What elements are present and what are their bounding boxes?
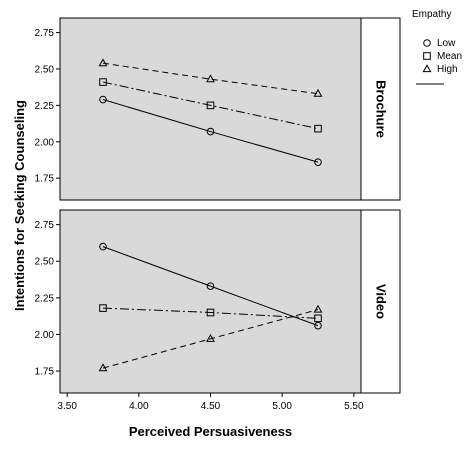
y-tick-label: 2.50 xyxy=(35,257,55,268)
series-line-high xyxy=(102,62,319,95)
circle-marker-low xyxy=(206,282,215,290)
legend-label-low: Low xyxy=(437,38,456,49)
series-line-low xyxy=(102,246,319,327)
series-line-low xyxy=(102,99,319,163)
brochure-strip xyxy=(360,17,401,201)
y-tick-label: 2.25 xyxy=(35,101,55,112)
triangle-marker-high xyxy=(313,88,323,97)
y-tick-label: 2.00 xyxy=(35,137,55,148)
square-marker-mean xyxy=(99,304,107,312)
triangle-marker-high xyxy=(206,334,215,342)
y-tick-label: 2.50 xyxy=(35,64,55,75)
series-line-mean xyxy=(102,81,319,130)
circle-marker-low xyxy=(206,127,215,136)
legend-triangle-marker xyxy=(422,64,432,73)
square-marker-mean xyxy=(206,101,215,110)
triangle-marker-high xyxy=(98,363,108,372)
y-tick-label: 1.75 xyxy=(35,367,55,378)
legend-label-mean: Mean xyxy=(437,51,462,62)
x-tick-label: 4.00 xyxy=(129,401,149,412)
square-marker-mean xyxy=(206,308,215,317)
y-tick-label: 2.75 xyxy=(35,220,55,231)
panel-label-brochure: Brochure xyxy=(374,80,389,138)
x-tick-label: 5.00 xyxy=(272,401,292,412)
y-tick-label: 2.00 xyxy=(35,330,55,341)
triangle-marker-high xyxy=(98,58,108,67)
y-axis-title: Intentions for Seeking Counseling xyxy=(12,100,27,311)
y-tick-label: 1.75 xyxy=(35,174,55,185)
legend-title: Empathy xyxy=(412,9,451,20)
chart-marks: 1.75 2.00 2.25 2.50 2.75 1.75 2.00 2.25 2.50 2.75… xyxy=(35,28,364,412)
circle-marker-low xyxy=(314,321,322,330)
series-line-mean xyxy=(102,307,319,319)
triangle-marker-high xyxy=(206,74,215,83)
square-marker-mean xyxy=(314,124,322,133)
y-tick-label: 2.75 xyxy=(35,28,55,39)
legend: Empathy Low Mean High xyxy=(412,9,462,85)
triangle-marker-high xyxy=(313,304,323,313)
square-marker-mean xyxy=(314,314,322,323)
x-axis-title: Perceived Persuasiveness xyxy=(129,424,292,439)
square-marker-mean xyxy=(99,78,107,86)
legend-square-marker xyxy=(423,52,431,60)
circle-marker-low xyxy=(99,95,107,104)
circle-marker-low xyxy=(314,158,322,166)
panel-label-video: Video xyxy=(374,284,389,319)
x-tick-label: 4.50 xyxy=(201,401,221,412)
video-strip xyxy=(360,209,401,394)
x-tick-label: 3.50 xyxy=(57,401,77,412)
legend-label-high: High xyxy=(437,64,458,75)
legend-circle-marker xyxy=(423,39,431,47)
video-panel xyxy=(59,209,362,394)
series-line-high xyxy=(102,309,319,369)
y-tick-label: 2.25 xyxy=(35,293,55,304)
circle-marker-low xyxy=(99,242,107,251)
x-tick-label: 5.50 xyxy=(344,401,364,412)
